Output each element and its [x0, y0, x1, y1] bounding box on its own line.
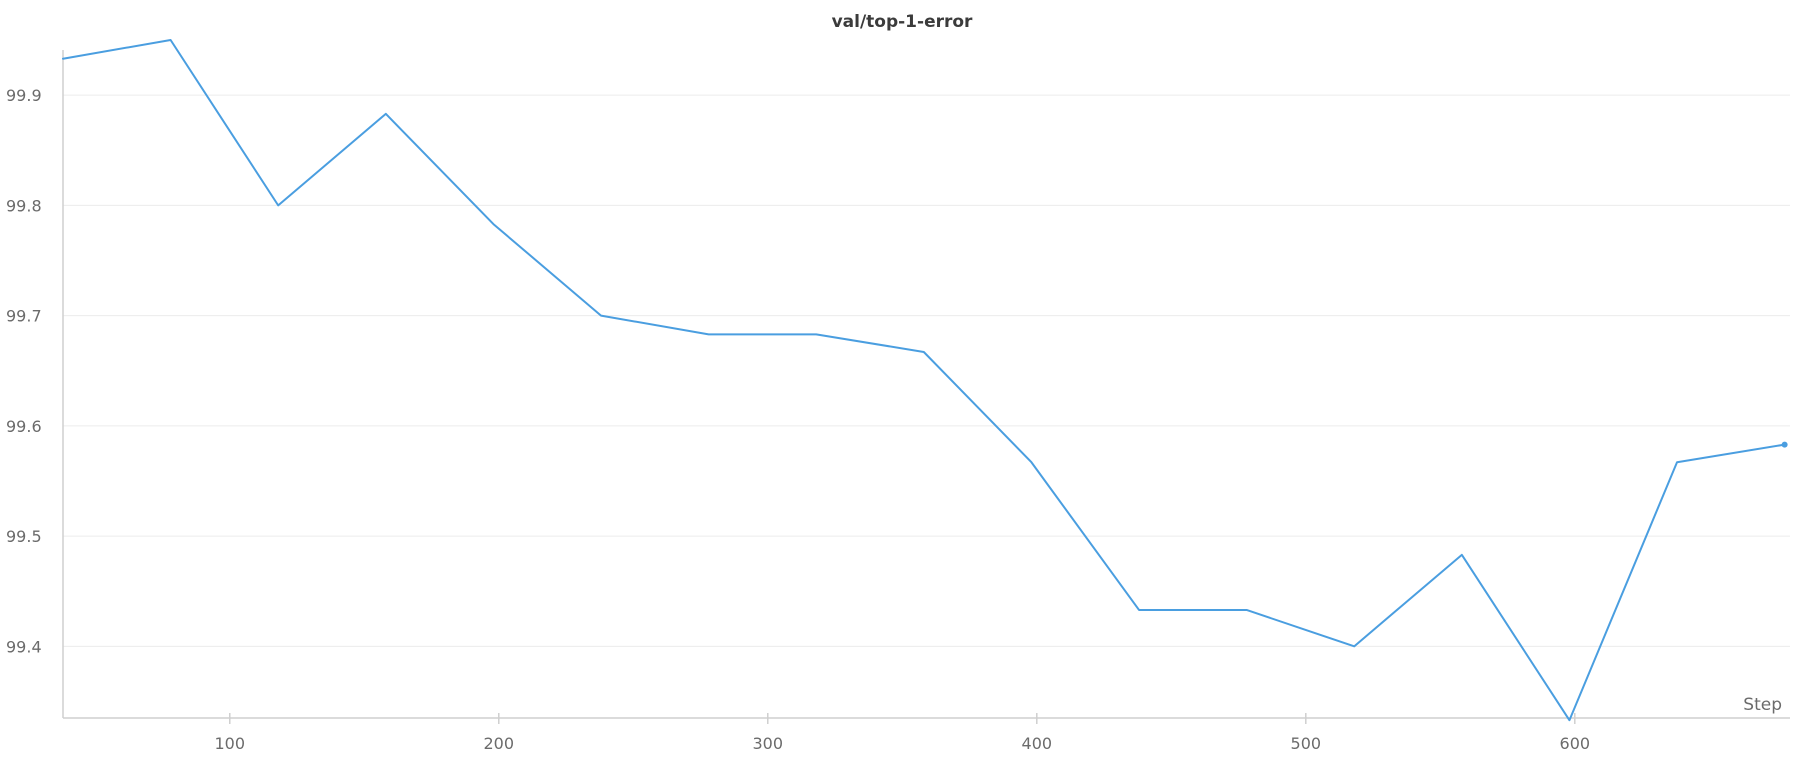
y-tick-label: 99.9: [6, 86, 42, 105]
tick-labels: 99.4 99.5 99.6 99.7 99.8 99.9 100 200 300 400 500 6…: [6, 86, 1590, 753]
series-line: [62, 39, 1786, 722]
chart-title: val/top-1-error: [832, 12, 973, 32]
x-axis-label: Step: [1743, 695, 1782, 715]
y-tick-label: 99.5: [6, 527, 42, 546]
y-tick-label: 99.7: [6, 307, 42, 326]
x-tick-label: 400: [1022, 734, 1053, 753]
gridlines: [63, 94, 1790, 647]
x-tick-label: 600: [1560, 734, 1591, 753]
y-tick-label: 99.4: [6, 637, 42, 656]
x-tick-label: 200: [484, 734, 515, 753]
y-tick-label: 99.6: [6, 417, 42, 436]
axes: [62, 50, 1790, 724]
series-lines: [62, 39, 1788, 722]
x-tick-label: 300: [753, 734, 784, 753]
y-tick-label: 99.8: [6, 196, 42, 215]
x-tick-label: 100: [215, 734, 246, 753]
x-tick-label: 500: [1291, 734, 1322, 753]
series-end-point: [1781, 441, 1788, 448]
